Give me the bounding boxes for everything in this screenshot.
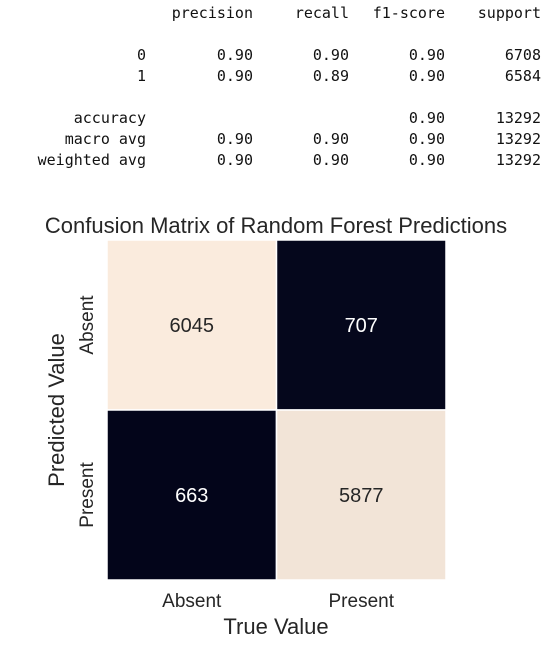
heatmap-cell — [275, 239, 447, 411]
report-row-label: macro avg — [64, 130, 146, 148]
report-row-label: 0 — [136, 46, 146, 64]
heatmap-cell — [106, 239, 278, 411]
heatmap-cell — [106, 409, 278, 581]
cell-value-label: 6045 — [170, 315, 215, 337]
report-row-f1: 0.90 — [408, 46, 445, 64]
report-row-f1: 0.90 — [408, 109, 445, 127]
report-row-recall: 0.89 — [312, 67, 349, 85]
report-header-recall: recall — [294, 4, 349, 22]
cell-value-label: 707 — [345, 315, 378, 337]
heatmap-cell — [275, 409, 447, 581]
report-row-support: 6708 — [504, 46, 541, 64]
x-axis-label: True Value — [223, 614, 328, 639]
report-header-precision: precision — [171, 4, 253, 22]
report-row-label: 1 — [136, 67, 146, 85]
x-tick-label: Present — [329, 591, 395, 612]
report-row-precision: 0.90 — [216, 151, 253, 169]
y-axis-label: Predicted Value — [44, 333, 69, 487]
report-row-precision: 0.90 — [216, 67, 253, 85]
report-row-f1: 0.90 — [408, 151, 445, 169]
report-row-support: 13292 — [495, 109, 541, 127]
report-row-support: 6584 — [504, 67, 541, 85]
chart-title: Confusion Matrix of Random Forest Predic… — [45, 213, 507, 238]
report-row-label: accuracy — [73, 109, 146, 127]
report-row-f1: 0.90 — [408, 130, 445, 148]
heatmap-cells — [106, 239, 447, 581]
confusion-matrix-chart: Confusion Matrix of Random Forest Predic… — [44, 213, 507, 639]
y-tick-label: Present — [77, 462, 98, 528]
y-tick-label: Absent — [77, 295, 98, 355]
report-row-precision: 0.90 — [216, 130, 253, 148]
report-row-support: 13292 — [495, 151, 541, 169]
report-row-recall: 0.90 — [312, 46, 349, 64]
x-tick-label: Absent — [162, 591, 222, 612]
classification-report: precision recall f1-score support 0 0.90… — [0, 0, 552, 180]
cell-value-label: 663 — [175, 485, 208, 507]
report-row-recall: 0.90 — [312, 130, 349, 148]
report-row-precision: 0.90 — [216, 46, 253, 64]
report-header-support: support — [477, 4, 541, 22]
report-row-recall: 0.90 — [312, 151, 349, 169]
report-row-support: 13292 — [495, 130, 541, 148]
cell-value-label: 5877 — [339, 485, 384, 507]
report-row-f1: 0.90 — [408, 67, 445, 85]
heatmap-labels: 6045 707 663 5877 Absent Present Absent Present — [77, 295, 395, 612]
report-header-f1-score: f1-score — [372, 4, 445, 22]
report-row-label: weighted avg — [37, 151, 146, 169]
